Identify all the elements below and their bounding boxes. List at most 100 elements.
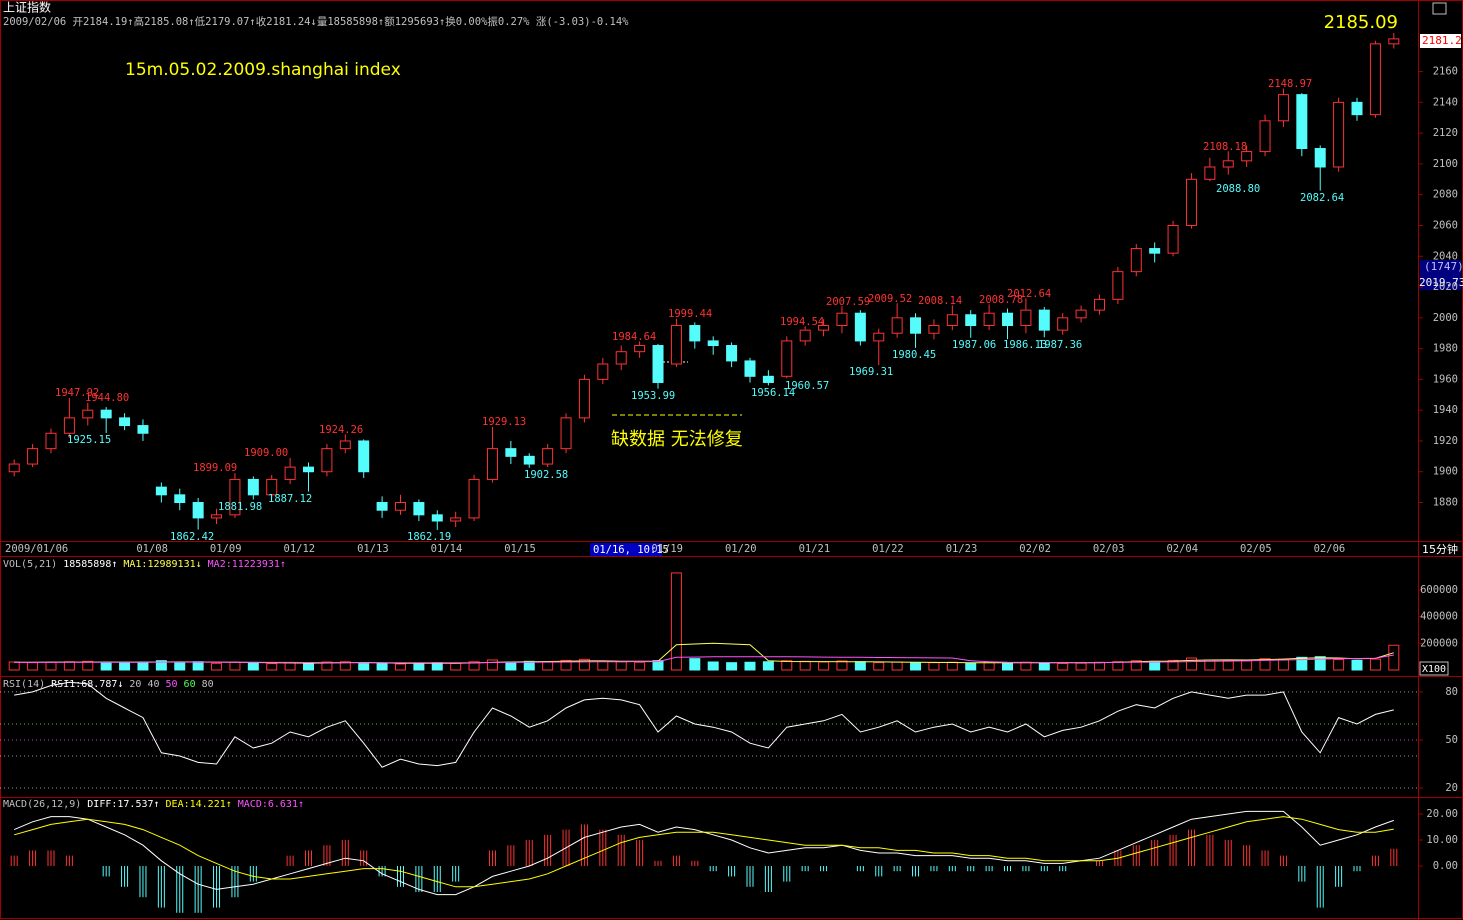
volume-bar — [615, 661, 627, 671]
high-label: 1929.13 — [482, 416, 526, 428]
volume-bar — [1038, 662, 1050, 671]
high-label: 1947.92 — [55, 387, 99, 399]
candle-body — [321, 448, 333, 473]
volume-bar — [1057, 662, 1069, 671]
y-tick-label: 1920 — [1433, 435, 1458, 447]
volume-bar — [1351, 659, 1363, 671]
y-tick-label: 0.00 — [1433, 860, 1458, 872]
unit-label: X100 — [1422, 664, 1446, 675]
candle-body — [965, 314, 977, 327]
volume-bar — [284, 662, 296, 671]
candle-body — [634, 345, 646, 353]
rsi-line — [14, 681, 1394, 768]
candle-body — [597, 363, 609, 380]
y-tick-label: 2040 — [1433, 250, 1458, 262]
candle-body — [119, 417, 131, 427]
candle-body — [155, 486, 167, 496]
panel-legend: 18585898↑ — [63, 559, 117, 570]
panel-legend: RSI(14) — [3, 679, 45, 690]
candle-body — [560, 417, 572, 450]
candle-body — [505, 448, 517, 457]
y-tick-label: 2120 — [1433, 127, 1458, 139]
chart-title: 上证指数 — [3, 0, 51, 15]
x-tick-label: 01/20 — [725, 543, 757, 555]
candle-body — [394, 502, 406, 511]
candle-body — [174, 494, 186, 504]
volume-bar — [394, 663, 406, 671]
annotation: 缺数据 无法修复 — [611, 429, 743, 450]
x-tick-label: 01/15 — [504, 543, 536, 555]
x-tick-label: 01/23 — [946, 543, 978, 555]
candle-body — [1369, 43, 1381, 116]
info-line: 2009/02/06 开2184.19↑高2185.08↑低2179.07↑收2… — [3, 15, 629, 28]
candle-body — [1241, 151, 1253, 162]
y-tick-label: 2140 — [1433, 96, 1458, 108]
y-tick-label: 20 — [1445, 782, 1458, 794]
x-tick-label: 02/04 — [1166, 543, 1198, 555]
volume-bar — [192, 661, 204, 671]
volume-bar — [468, 661, 480, 671]
y-tick-label: 1880 — [1433, 497, 1458, 509]
low-label: 1987.06 — [952, 339, 996, 351]
candle-body — [303, 466, 315, 473]
high-label: 1944.80 — [85, 392, 129, 404]
candle-body — [1351, 101, 1363, 116]
volume-bar — [450, 662, 462, 671]
low-label: 1986.13 — [1003, 339, 1047, 351]
candle-body — [1130, 248, 1142, 273]
y-tick-label: 2060 — [1433, 219, 1458, 231]
candle-body — [1075, 309, 1087, 319]
candle-body — [266, 478, 278, 496]
x-tick-label: 01/21 — [799, 543, 831, 555]
candle-body — [781, 340, 793, 377]
y-tick-label: 2160 — [1433, 66, 1458, 78]
volume-bar — [1296, 656, 1308, 671]
low-label: 1969.31 — [849, 366, 893, 378]
candle-body — [358, 440, 370, 473]
volume-bar — [303, 662, 315, 671]
volume-bar — [781, 660, 793, 671]
window-button[interactable] — [1432, 2, 1447, 15]
cursor-label-box — [590, 543, 662, 556]
low-label: 1960.57 — [785, 380, 829, 392]
candle-body — [229, 478, 241, 516]
volume-bar — [818, 661, 830, 671]
volume-bar — [1333, 659, 1345, 671]
low-label: 2088.80 — [1216, 183, 1260, 195]
panel-legend: 80 — [202, 679, 214, 690]
x-tick-label: 2009/01/06 — [5, 543, 68, 555]
candle-body — [836, 312, 848, 327]
right-label-box — [1420, 34, 1461, 48]
volume-bar — [560, 659, 572, 671]
y-tick-label: 2000 — [1433, 312, 1458, 324]
high-label: 2148.97 — [1268, 78, 1312, 90]
high-label: 1994.54 — [780, 316, 824, 328]
candle-body — [137, 425, 149, 434]
volume-bar — [1149, 660, 1161, 671]
period-label: 15分钟 — [1422, 542, 1458, 556]
candle-body — [284, 466, 296, 480]
high-label: 2108.18 — [1203, 141, 1247, 153]
candle-body — [854, 312, 866, 342]
x-tick-label: 01/12 — [284, 543, 316, 555]
volume-bar — [873, 662, 885, 671]
candle-body — [339, 440, 351, 450]
y-tick-label: 20.00 — [1426, 808, 1458, 820]
volume-bar — [505, 661, 517, 671]
volume-bar — [1222, 660, 1234, 671]
volume-bar — [762, 661, 774, 671]
volume-bar — [542, 661, 554, 671]
high-label: 2008.14 — [918, 295, 962, 307]
right-label: (1747) — [1424, 260, 1463, 273]
low-label: 1956.14 — [751, 387, 795, 399]
candle-body — [1222, 160, 1234, 168]
volume-bar — [1388, 644, 1400, 671]
panel-legend: MA1:12989131↓ — [123, 559, 201, 570]
volume-bar — [339, 661, 351, 671]
volume-bar — [63, 661, 75, 671]
candle-body — [486, 448, 498, 480]
candle-body — [1314, 148, 1326, 168]
price-readout: 2185.09 — [1324, 12, 1398, 33]
low-label: 1953.99 — [631, 390, 675, 402]
